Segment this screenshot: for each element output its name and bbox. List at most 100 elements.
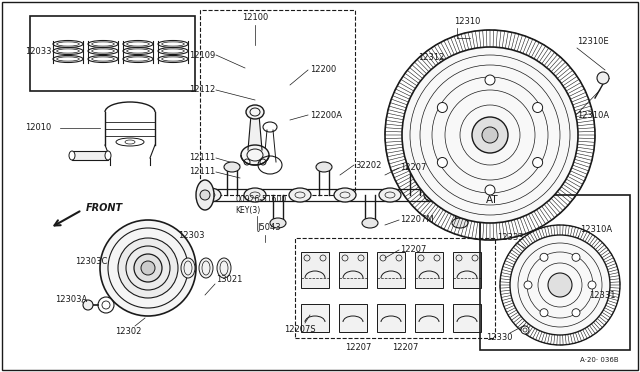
Bar	[415, 252, 443, 288]
Bar	[415, 304, 443, 332]
Ellipse shape	[199, 258, 213, 278]
Text: 12312: 12312	[418, 54, 444, 62]
Text: 12100: 12100	[242, 13, 268, 22]
Ellipse shape	[362, 218, 378, 228]
Circle shape	[572, 253, 580, 261]
Bar	[480, 195, 630, 350]
Text: 12310: 12310	[454, 17, 481, 26]
Circle shape	[532, 157, 543, 167]
Text: 12333: 12333	[497, 234, 524, 243]
Circle shape	[437, 157, 447, 167]
Ellipse shape	[270, 218, 286, 228]
Text: 12207: 12207	[400, 164, 426, 173]
Text: 12200: 12200	[310, 65, 336, 74]
Circle shape	[524, 281, 532, 289]
Ellipse shape	[88, 41, 118, 48]
Text: 00926-51600: 00926-51600	[235, 196, 286, 205]
Circle shape	[597, 72, 609, 84]
Ellipse shape	[407, 162, 423, 172]
Ellipse shape	[217, 258, 231, 278]
Text: J5043: J5043	[257, 224, 280, 232]
Circle shape	[83, 300, 93, 310]
Bar	[339, 304, 367, 332]
Text: KEY(3): KEY(3)	[235, 205, 260, 215]
Bar	[339, 252, 367, 288]
Bar	[453, 304, 481, 332]
Text: 12207S: 12207S	[284, 326, 316, 334]
Ellipse shape	[316, 162, 332, 172]
Text: FRONT: FRONT	[86, 203, 123, 213]
Text: 12207M: 12207M	[400, 215, 434, 224]
Text: 12302: 12302	[115, 327, 141, 337]
Ellipse shape	[158, 41, 188, 48]
Text: 12331: 12331	[589, 291, 616, 299]
Ellipse shape	[334, 188, 356, 202]
Ellipse shape	[158, 48, 188, 55]
Text: 12111: 12111	[189, 167, 215, 176]
Text: 12330: 12330	[486, 334, 513, 343]
Text: 12303A: 12303A	[55, 295, 87, 305]
Text: A·20· 036B: A·20· 036B	[580, 357, 619, 363]
Text: 13021: 13021	[216, 276, 243, 285]
Text: 12207: 12207	[345, 343, 371, 353]
Circle shape	[572, 309, 580, 317]
Ellipse shape	[53, 41, 83, 48]
Circle shape	[118, 238, 178, 298]
Text: 12207: 12207	[400, 246, 426, 254]
Bar	[301, 304, 329, 332]
Circle shape	[485, 75, 495, 85]
Bar	[200, 10, 355, 195]
Text: 12033: 12033	[25, 48, 51, 57]
Circle shape	[510, 235, 610, 335]
Circle shape	[402, 47, 578, 223]
Bar	[301, 252, 329, 288]
Bar	[453, 252, 481, 288]
Bar	[377, 252, 405, 288]
Ellipse shape	[199, 188, 221, 202]
Text: 12111: 12111	[189, 154, 215, 163]
Text: 12303: 12303	[178, 231, 205, 240]
Text: AT: AT	[486, 195, 499, 205]
Circle shape	[540, 309, 548, 317]
Ellipse shape	[244, 188, 266, 202]
Ellipse shape	[452, 218, 468, 228]
Ellipse shape	[123, 41, 153, 48]
Bar	[295, 238, 495, 338]
Bar	[30, 16, 195, 91]
Text: 12109: 12109	[189, 51, 215, 60]
Bar	[72, 151, 108, 160]
Ellipse shape	[181, 258, 195, 278]
Ellipse shape	[53, 48, 83, 55]
Circle shape	[100, 220, 196, 316]
Ellipse shape	[379, 188, 401, 202]
Ellipse shape	[105, 151, 111, 160]
Text: 12112: 12112	[189, 86, 215, 94]
Ellipse shape	[69, 151, 75, 160]
Ellipse shape	[196, 180, 214, 210]
Circle shape	[540, 253, 548, 261]
Text: 12310A: 12310A	[577, 110, 609, 119]
Text: 12310A: 12310A	[580, 225, 612, 234]
Text: 12207: 12207	[392, 343, 418, 353]
Circle shape	[200, 190, 210, 200]
Text: 32202: 32202	[355, 160, 381, 170]
Text: 12303C: 12303C	[75, 257, 108, 266]
Polygon shape	[248, 115, 262, 150]
Circle shape	[588, 281, 596, 289]
Text: 12010: 12010	[25, 124, 51, 132]
Circle shape	[437, 103, 447, 112]
Circle shape	[141, 261, 155, 275]
Bar	[377, 304, 405, 332]
Circle shape	[472, 117, 508, 153]
Ellipse shape	[224, 162, 240, 172]
Ellipse shape	[424, 188, 446, 202]
Ellipse shape	[241, 145, 269, 165]
Circle shape	[521, 326, 529, 334]
Circle shape	[548, 273, 572, 297]
Ellipse shape	[88, 48, 118, 55]
Circle shape	[134, 254, 162, 282]
Ellipse shape	[469, 188, 491, 202]
Circle shape	[485, 185, 495, 195]
Text: 12310E: 12310E	[577, 38, 609, 46]
Circle shape	[532, 103, 543, 112]
